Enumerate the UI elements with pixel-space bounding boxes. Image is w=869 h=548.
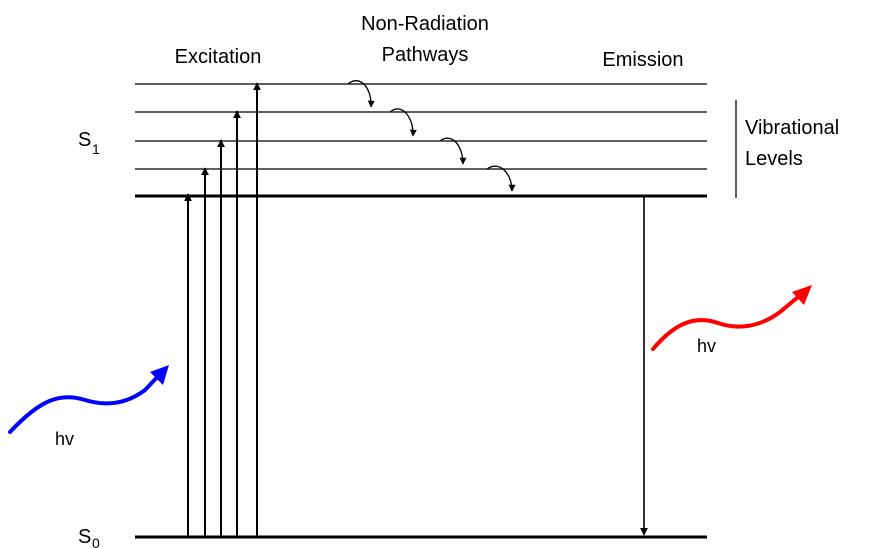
hv-emitted-label: hv [697, 336, 716, 356]
vibrational-label: Vibrational [745, 117, 839, 139]
blue-arrowhead [150, 365, 169, 385]
s0-label: S [78, 526, 91, 548]
non-radiation-label: Non-Radiation [361, 13, 489, 35]
curved-arrow-icon [439, 137, 467, 165]
s0-subscript: 0 [92, 535, 100, 548]
s1-subscript: 1 [92, 141, 100, 157]
levels-label: Levels [745, 148, 803, 170]
emission-label: Emission [602, 49, 683, 71]
red-wavy-arrow-icon [651, 290, 806, 351]
curved-arrow-icon [486, 165, 516, 192]
red-arrowhead [792, 285, 812, 305]
curved-arrow-icon [347, 80, 375, 108]
blue-wavy-arrow-icon [8, 369, 165, 434]
curved-arrow-icon [389, 108, 417, 137]
s1-label: S [78, 129, 91, 151]
pathways-label: Pathways [382, 44, 469, 66]
hv-absorbed-label: hv [55, 429, 74, 449]
excitation-label: Excitation [175, 46, 262, 68]
